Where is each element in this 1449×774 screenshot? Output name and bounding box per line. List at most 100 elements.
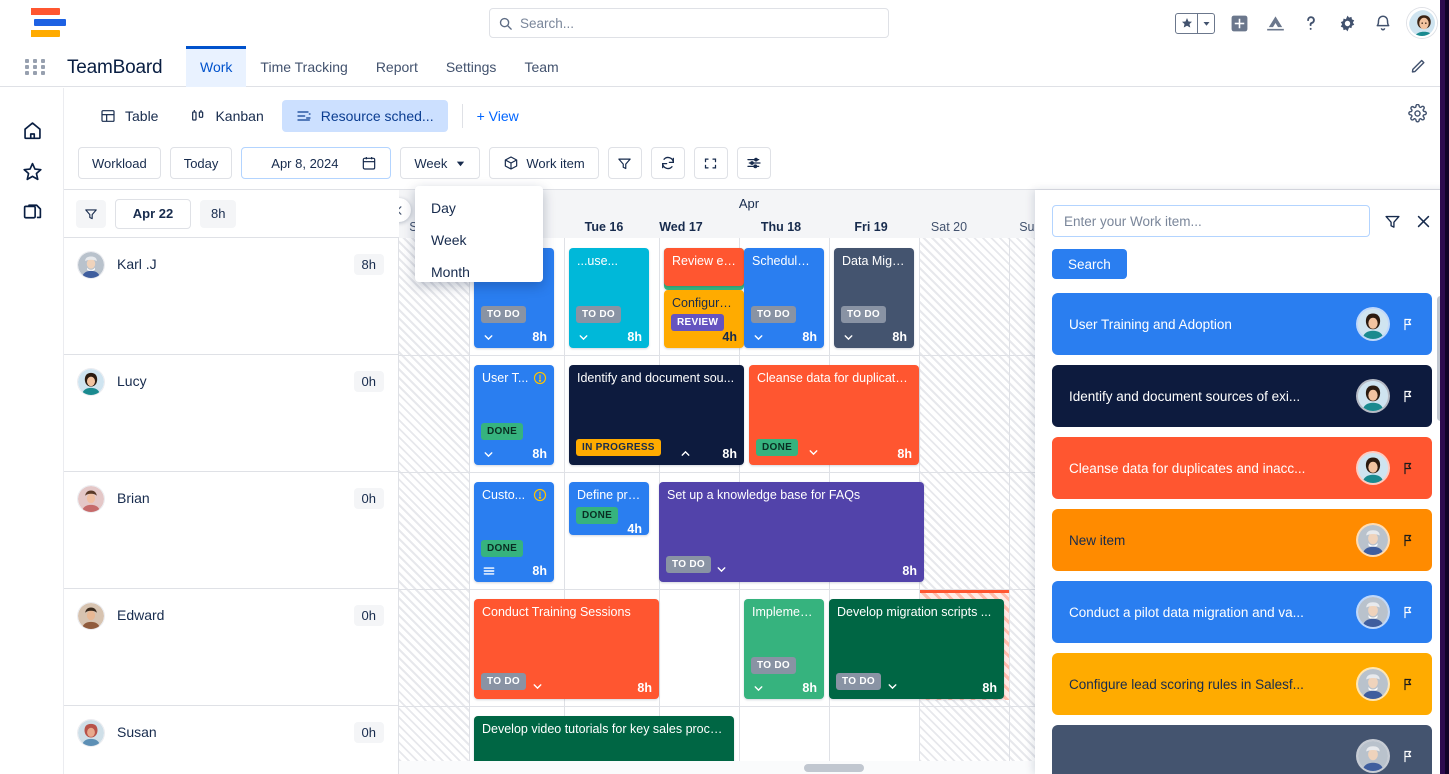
chevron-down-icon[interactable]	[482, 331, 495, 344]
flag-icon[interactable]	[1400, 316, 1415, 333]
refresh-button[interactable]	[650, 147, 685, 179]
nav-tab-time-tracking[interactable]: Time Tracking	[246, 46, 361, 87]
global-search[interactable]	[489, 8, 889, 38]
today-button[interactable]: Today	[169, 147, 233, 179]
rail-item-starred[interactable]	[0, 151, 64, 191]
workload-button[interactable]: Workload	[78, 147, 161, 179]
flag-icon[interactable]	[1400, 676, 1415, 693]
date-picker[interactable]: Apr 8, 2024	[241, 147, 392, 179]
task-card[interactable]: Cleanse data for duplicate... DONE 8h	[749, 365, 919, 465]
app-logo[interactable]	[28, 8, 66, 38]
settings-sliders-button[interactable]	[736, 147, 771, 179]
apps-icon[interactable]	[1263, 11, 1287, 35]
task-card[interactable]: Conduct Training Sessions TO DO 8h	[474, 599, 659, 699]
task-card[interactable]: User T... DONE 8h	[474, 365, 554, 465]
close-icon[interactable]	[1415, 213, 1432, 230]
help-icon[interactable]	[1299, 11, 1323, 35]
resource-header-date[interactable]: Apr 22	[115, 198, 191, 229]
filter-icon[interactable]	[1384, 213, 1401, 230]
flag-icon[interactable]	[1400, 748, 1415, 765]
table-icon	[100, 108, 116, 124]
chevron-down-icon[interactable]	[842, 331, 855, 344]
chevron-down-icon[interactable]	[807, 446, 820, 459]
avatar[interactable]	[1407, 8, 1437, 38]
task-card[interactable]: Data Migra... TO DO 8h	[834, 248, 914, 348]
view-tab-table[interactable]: Table	[86, 100, 172, 132]
chevron-down-icon[interactable]	[531, 680, 544, 693]
resource-row[interactable]: Edward 0h	[64, 589, 398, 706]
chevron-down-icon[interactable]	[752, 682, 765, 695]
chevron-up-icon[interactable]	[679, 447, 692, 460]
work-item-button[interactable]: Work item	[489, 147, 599, 179]
resource-filter-button[interactable]	[76, 199, 106, 228]
dropdown-option-week[interactable]: Week	[431, 232, 467, 248]
task-card[interactable]: Identify and document sou... IN PROGRESS…	[569, 365, 744, 465]
task-card[interactable]: Develop migration scripts ... TO DO 8h	[829, 599, 1004, 699]
task-card[interactable]: Configure l... REVIEW 4h	[664, 290, 744, 348]
kanban-icon	[190, 108, 206, 124]
chevron-down-icon[interactable]	[715, 563, 728, 576]
chevron-down-icon[interactable]	[577, 331, 590, 344]
resource-row[interactable]: Karl .J 8h	[64, 238, 398, 355]
task-card[interactable]: Implement ... TO DO 8h	[744, 599, 824, 699]
search-input[interactable]	[520, 15, 880, 31]
task-card[interactable]: Define proj... DONE 4h	[569, 482, 649, 535]
dropdown-option-month[interactable]: Month	[431, 264, 470, 280]
timeline-day-header[interactable]: Sat 20	[930, 220, 968, 234]
horizontal-scrollbar[interactable]	[399, 761, 1099, 774]
view-settings-gear-icon[interactable]	[1408, 104, 1427, 123]
flag-icon[interactable]	[1400, 532, 1415, 549]
task-card[interactable]: Review exi...	[664, 248, 744, 286]
fullscreen-button[interactable]	[693, 147, 728, 179]
rail-item-home[interactable]	[0, 110, 64, 150]
nav-tab-team[interactable]: Team	[510, 46, 572, 87]
timeline-day-header[interactable]: Tue 16	[584, 220, 624, 234]
add-view-button[interactable]: + View	[477, 108, 519, 124]
timeline-day-header[interactable]: Wed 17	[659, 220, 703, 234]
task-card[interactable]: Set up a knowledge base for FAQs TO DO 8…	[659, 482, 924, 582]
resource-row[interactable]: Susan 0h	[64, 706, 398, 774]
nav-tab-settings[interactable]: Settings	[432, 46, 511, 87]
timeline-day-header[interactable]: Thu 18	[760, 220, 802, 234]
flag-icon[interactable]	[1400, 604, 1415, 621]
edit-icon[interactable]	[1410, 57, 1427, 74]
filter-button[interactable]	[607, 147, 642, 179]
home-icon	[22, 120, 43, 141]
work-item-card[interactable]: Configure lead scoring rules in Salesf..…	[1052, 653, 1432, 715]
resource-row[interactable]: Brian 0h	[64, 472, 398, 589]
task-card[interactable]: Custo... DONE 8h	[474, 482, 554, 582]
chevron-down-icon[interactable]	[482, 448, 495, 461]
rail-item-projects[interactable]	[0, 192, 64, 232]
timeline-day-header[interactable]: Fri 19	[854, 220, 888, 234]
view-tab-kanban[interactable]: Kanban	[176, 100, 277, 132]
dropdown-option-day[interactable]: Day	[431, 200, 456, 216]
work-item-card[interactable]: Cleanse data for duplicates and inacc...	[1052, 437, 1432, 499]
task-card[interactable]: Schedule r... TO DO 8h	[744, 248, 824, 348]
work-item-card[interactable]: Identify and document sources of exi...	[1052, 365, 1432, 427]
work-item-search-input[interactable]	[1052, 205, 1370, 237]
menu-icon[interactable]	[482, 564, 496, 578]
app-switcher-icon[interactable]	[25, 59, 47, 75]
nav-tab-work[interactable]: Work	[186, 46, 247, 87]
zoom-level-select[interactable]: Week	[400, 147, 481, 179]
resource-row[interactable]: Lucy 0h	[64, 355, 398, 472]
timeline-prev-button[interactable]	[399, 198, 411, 222]
flag-icon[interactable]	[1400, 460, 1415, 477]
work-item-card[interactable]: New item	[1052, 509, 1432, 571]
work-item-card[interactable]: User Training and Adoption	[1052, 293, 1432, 355]
status-badge: TO DO	[841, 306, 886, 323]
gear-icon[interactable]	[1335, 11, 1359, 35]
nav-tab-report[interactable]: Report	[362, 46, 432, 87]
task-card[interactable]: ...use... TO DO 8h	[569, 248, 649, 348]
work-item-card[interactable]: Conduct a pilot data migration and va...	[1052, 581, 1432, 643]
work-item-search-button[interactable]: Search	[1052, 249, 1127, 279]
add-icon[interactable]	[1227, 11, 1251, 35]
work-item-card[interactable]	[1052, 725, 1432, 774]
flag-icon[interactable]	[1400, 388, 1415, 405]
chevron-down-icon[interactable]	[886, 680, 899, 693]
view-tab-resource-scheduler[interactable]: Resource sched...	[281, 100, 448, 132]
notifications-icon[interactable]	[1371, 11, 1395, 35]
task-hours: 8h	[532, 564, 547, 578]
star-dropdown-button[interactable]	[1175, 12, 1215, 34]
chevron-down-icon[interactable]	[752, 331, 765, 344]
